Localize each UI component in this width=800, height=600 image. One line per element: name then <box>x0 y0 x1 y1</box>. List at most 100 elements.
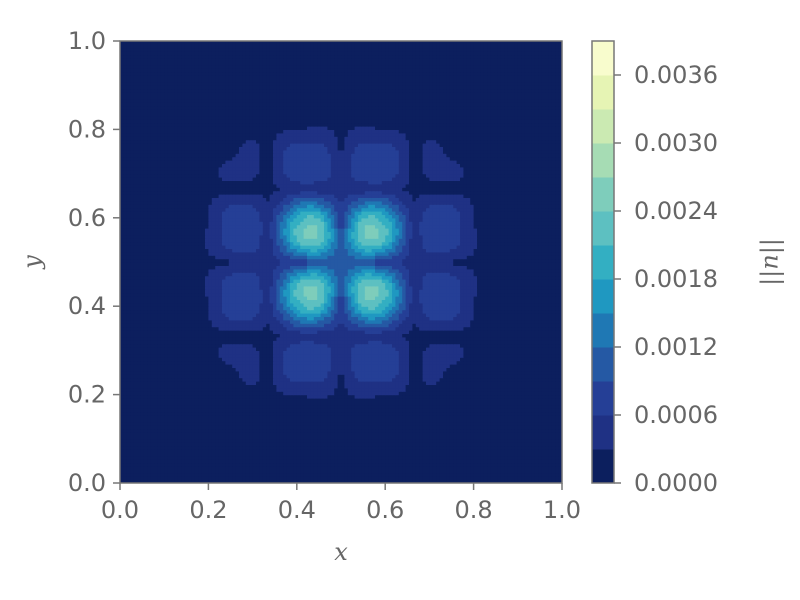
contour-cell <box>371 438 376 443</box>
contour-cell <box>140 442 145 447</box>
contour-cell <box>422 466 427 470</box>
contour-cell <box>456 459 461 464</box>
contour-cell <box>392 476 396 481</box>
contour-cell <box>181 476 186 481</box>
contour-cell <box>395 459 400 464</box>
contour-cell <box>524 445 529 450</box>
contour-cell <box>276 459 281 464</box>
contour-cell <box>242 469 247 474</box>
contour-cell <box>290 421 294 426</box>
contour-cell <box>249 479 254 483</box>
contour-cell <box>412 462 417 467</box>
contour-cell <box>402 442 407 447</box>
contour-cell <box>259 428 264 433</box>
contour-cell <box>140 455 145 460</box>
contour-cell <box>239 462 243 467</box>
contour-cell <box>439 408 444 413</box>
contour-cell <box>235 479 240 483</box>
contour-cell <box>130 472 135 477</box>
contour-cell <box>327 411 332 416</box>
contour-cell <box>483 476 488 481</box>
contour-cell <box>249 472 254 477</box>
contour-cell <box>164 476 169 481</box>
contour-cell <box>432 411 437 416</box>
contour-cell <box>405 449 410 453</box>
contour-cell <box>528 469 532 474</box>
contour-cell <box>351 408 356 413</box>
contour-cell <box>310 466 315 470</box>
contour-cell <box>245 401 250 406</box>
contour-cell <box>133 421 138 426</box>
contour-cell <box>395 404 400 409</box>
contour-cell <box>269 408 274 413</box>
contour-cell <box>347 415 352 419</box>
contour-cell <box>198 374 203 379</box>
contour-cell <box>194 421 199 426</box>
contour-cell <box>500 357 505 362</box>
contour-cell <box>222 418 226 423</box>
contour-cell <box>296 469 301 474</box>
contour-cell <box>157 472 162 477</box>
contour-cell <box>320 411 325 416</box>
contour-cell <box>344 435 349 440</box>
contour-cell <box>480 462 485 467</box>
contour-cell <box>215 432 220 436</box>
contour-cell <box>392 445 396 450</box>
contour-cell <box>157 445 162 450</box>
contour-cell <box>252 415 257 419</box>
contour-cell <box>307 404 311 409</box>
contour-cell <box>266 462 271 467</box>
contour-cell <box>347 374 352 379</box>
contour-cell <box>150 401 155 406</box>
contour-cell <box>235 432 240 436</box>
contour-cell <box>528 418 532 423</box>
contour-cell <box>126 435 131 440</box>
contour-cell <box>133 408 138 413</box>
contour-cell <box>551 479 556 483</box>
contour-cell <box>405 476 410 481</box>
contour-cell <box>198 411 203 416</box>
contour-cell <box>368 462 373 467</box>
contour-cell <box>143 452 148 457</box>
contour-cell <box>378 479 383 483</box>
contour-cell <box>500 438 505 443</box>
contour-cell <box>249 428 254 433</box>
contour-cell <box>490 449 495 453</box>
contour-cell <box>449 462 454 467</box>
contour-cell <box>381 404 386 409</box>
contour-cell <box>456 455 461 460</box>
contour-cell <box>351 472 356 477</box>
contour-cell <box>415 411 420 416</box>
contour-cell <box>188 476 192 481</box>
contour-cell <box>320 425 325 430</box>
contour-cell <box>245 411 250 416</box>
contour-cell <box>140 404 145 409</box>
contour-cell <box>201 469 206 474</box>
contour-cell <box>286 415 291 419</box>
contour-cell <box>123 455 128 460</box>
contour-cell <box>368 472 373 477</box>
contour-cell <box>385 442 390 447</box>
contour-cell <box>310 425 315 430</box>
contour-cell <box>177 445 182 450</box>
contour-cell <box>154 442 158 447</box>
contour-cell <box>283 442 288 447</box>
contour-cell <box>160 479 165 483</box>
contour-cell <box>225 479 230 483</box>
contour-cell <box>252 472 257 477</box>
contour-cell <box>262 455 267 460</box>
contour-cell <box>392 449 396 453</box>
contour-cell <box>378 411 383 416</box>
contour-cell <box>147 404 152 409</box>
contour-cell <box>477 476 481 481</box>
contour-cell <box>232 404 237 409</box>
contour-cell <box>262 418 267 423</box>
contour-cell <box>555 476 560 481</box>
contour-cell <box>191 425 196 430</box>
contour-cell <box>324 445 328 450</box>
contour-cell <box>456 462 461 467</box>
contour-cell <box>466 469 471 474</box>
contour-cell <box>490 466 495 470</box>
contour-cell <box>130 404 135 409</box>
contour-cell <box>262 357 267 362</box>
